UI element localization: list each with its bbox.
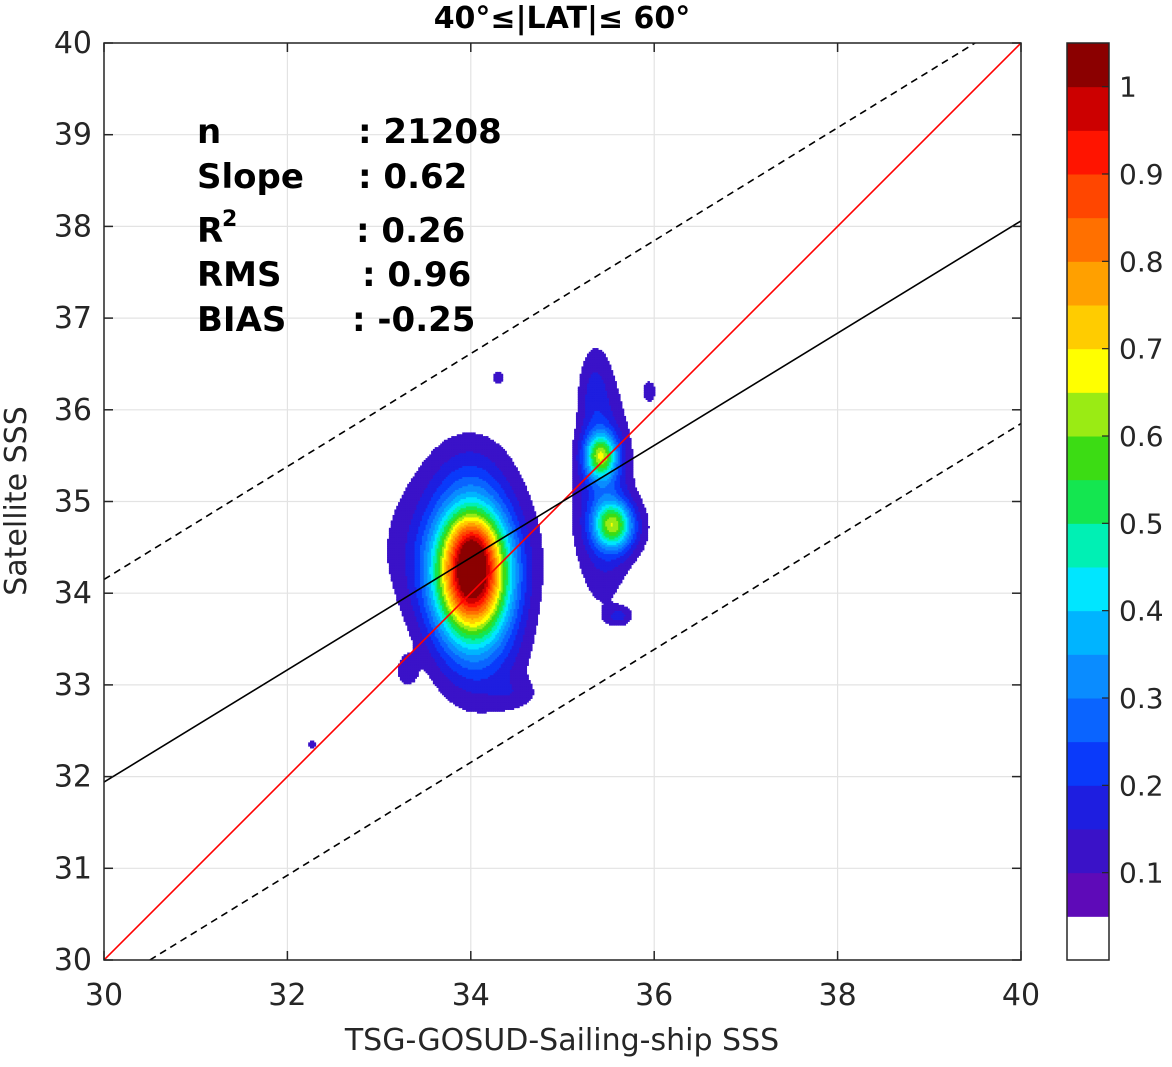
density-cell [625,607,627,609]
density-cell [312,741,314,743]
density-cell [622,605,624,607]
density-cell [616,603,618,605]
